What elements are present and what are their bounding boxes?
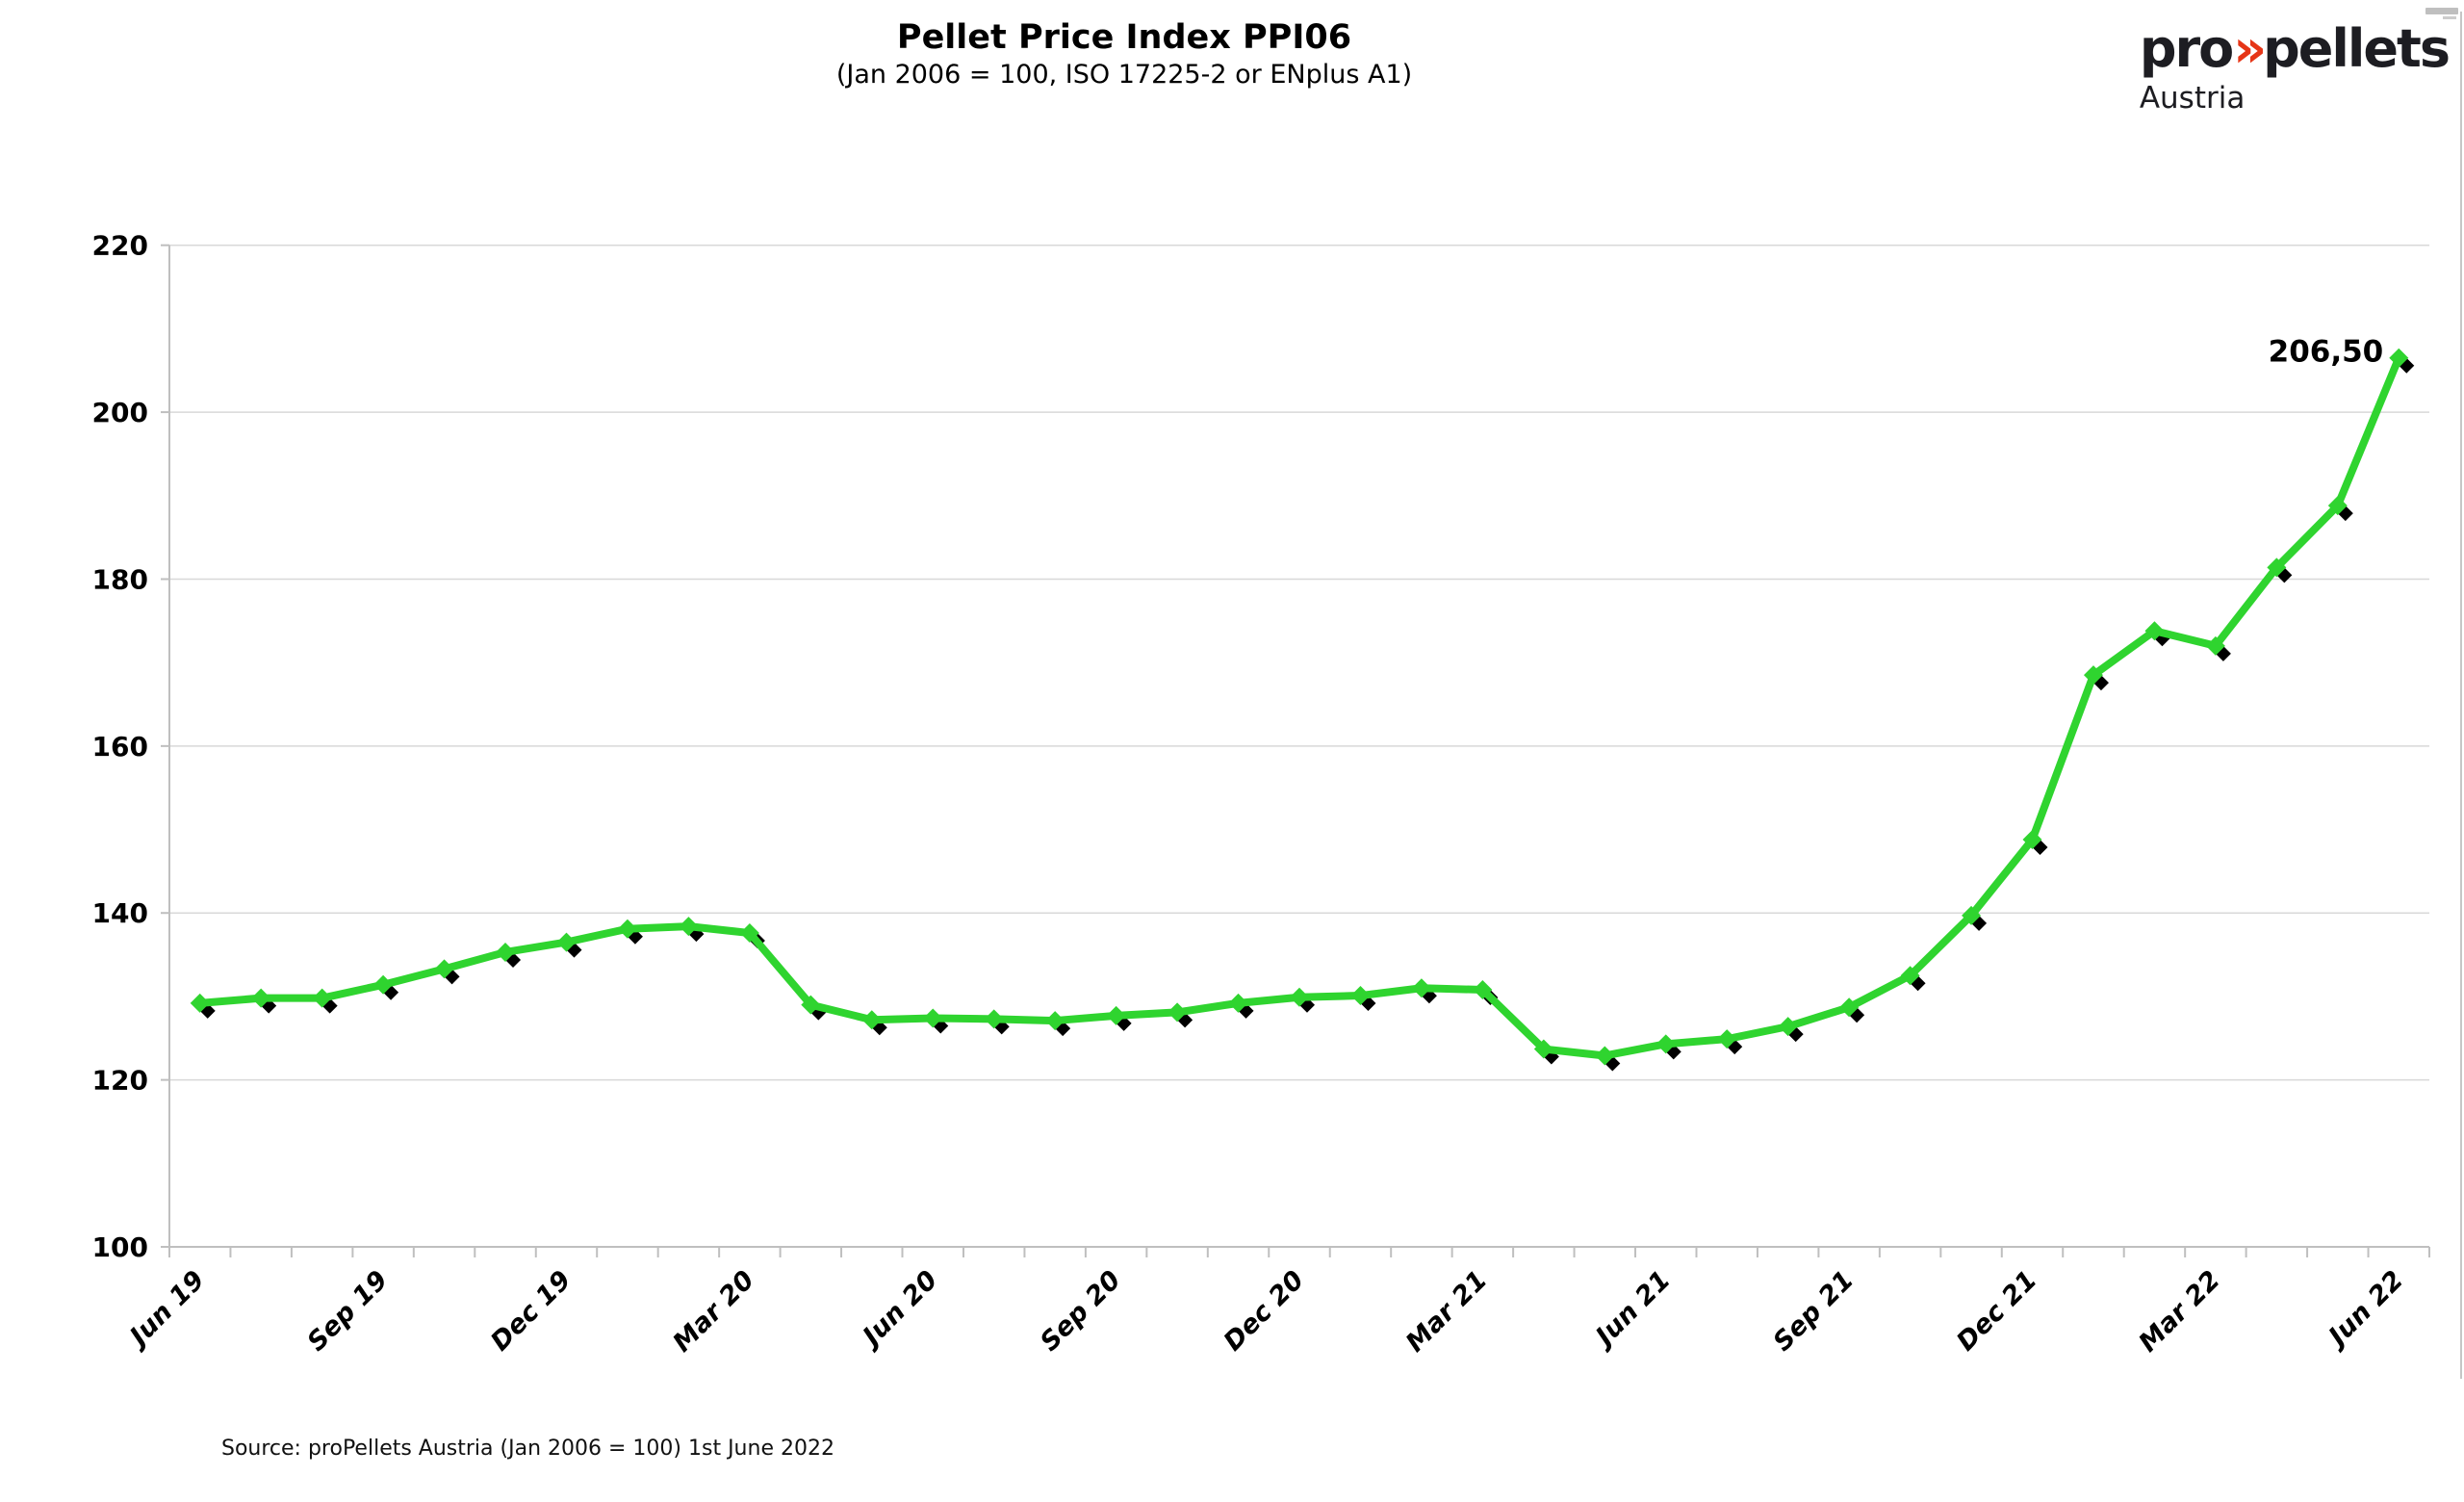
x-tick-label: Sep 21 bbox=[1768, 1265, 1861, 1358]
data-point-marker bbox=[1778, 1017, 1798, 1037]
y-tick-label: 220 bbox=[92, 230, 148, 262]
y-tick-label: 160 bbox=[92, 731, 148, 763]
data-point-marker bbox=[679, 917, 699, 937]
data-point-marker bbox=[312, 988, 332, 1008]
data-point-marker bbox=[617, 919, 637, 939]
data-point-marker bbox=[556, 932, 577, 952]
x-tick-label: Jun 21 bbox=[1587, 1265, 1677, 1355]
logo-wordmark: pro»pellets bbox=[2139, 12, 2451, 87]
chart-header: Pellet Price Index PPI06 (Jan 2006 = 100… bbox=[0, 17, 2248, 92]
series-line bbox=[195, 353, 2403, 1060]
data-point-marker bbox=[2205, 635, 2225, 656]
x-tick-label: Mar 21 bbox=[1400, 1265, 1493, 1358]
data-point-marker bbox=[2083, 665, 2103, 686]
x-tick-label: Jun 20 bbox=[854, 1265, 943, 1355]
logo-chevrons-icon: » bbox=[2233, 18, 2267, 79]
data-point-marker bbox=[801, 995, 821, 1015]
logo-country-label: Austria bbox=[2139, 81, 2246, 116]
data-point-marker bbox=[2267, 557, 2287, 578]
x-tick-label: Dec 19 bbox=[485, 1265, 577, 1357]
x-tick-label: Sep 20 bbox=[1035, 1265, 1127, 1358]
data-point-marker bbox=[1900, 966, 1920, 986]
y-tick-label: 180 bbox=[92, 563, 148, 595]
frame-border-line bbox=[2460, 12, 2462, 1379]
data-point-marker bbox=[1656, 1034, 1676, 1054]
data-point-marker bbox=[496, 942, 516, 962]
data-point-marker bbox=[861, 1010, 882, 1030]
source-note: Source: proPellets Austria (Jan 2006 = 1… bbox=[221, 1437, 834, 1461]
data-point-marker bbox=[2327, 496, 2348, 516]
x-tick-label: Mar 20 bbox=[667, 1265, 759, 1358]
data-point-marker bbox=[739, 923, 759, 944]
data-point-marker bbox=[1717, 1029, 1737, 1049]
data-point-marker bbox=[1473, 979, 1493, 999]
y-tick-label: 200 bbox=[92, 397, 148, 428]
data-point-marker bbox=[190, 993, 210, 1013]
data-point-marker bbox=[251, 988, 271, 1008]
x-tick-label: Sep 19 bbox=[302, 1265, 395, 1358]
data-point-marker bbox=[1168, 1002, 1188, 1023]
corner-artifact-mark bbox=[2426, 8, 2458, 14]
data-point-marker bbox=[1290, 987, 1309, 1007]
data-point-marker bbox=[1962, 905, 1982, 925]
data-point-marker bbox=[434, 959, 454, 979]
data-point-marker bbox=[1106, 1005, 1126, 1025]
x-tick-label: Mar 22 bbox=[2133, 1265, 2225, 1358]
corner-artifact-mark bbox=[2443, 16, 2456, 19]
x-tick-label: Dec 20 bbox=[1219, 1265, 1310, 1357]
logo-text-pro: pro bbox=[2139, 18, 2234, 79]
data-point-marker bbox=[984, 1009, 1004, 1029]
chart-title: Pellet Price Index PPI06 bbox=[896, 18, 1352, 57]
data-point-marker bbox=[1045, 1011, 1065, 1031]
propellets-logo: pro»pellets Austria bbox=[2139, 12, 2451, 116]
data-point-marker bbox=[2022, 829, 2042, 849]
y-tick-label: 100 bbox=[92, 1231, 148, 1263]
x-tick-label: Dec 21 bbox=[1951, 1265, 2042, 1357]
data-point-marker bbox=[2144, 621, 2165, 641]
data-point-marker bbox=[1595, 1046, 1615, 1066]
chart-subtitle: (Jan 2006 = 100, ISO 17225-2 or ENplus A… bbox=[835, 60, 1413, 90]
data-point-marker bbox=[1228, 993, 1248, 1013]
y-tick-label: 120 bbox=[92, 1065, 148, 1097]
data-point-marker bbox=[1839, 997, 1860, 1018]
logo-text-pellets: pellets bbox=[2263, 18, 2451, 79]
data-point-marker bbox=[373, 974, 394, 995]
data-point-marker bbox=[2389, 348, 2409, 368]
data-point-marker bbox=[1533, 1039, 1553, 1059]
data-point-marker bbox=[1411, 978, 1431, 998]
x-tick-label: Jun 19 bbox=[121, 1265, 211, 1355]
last-value-label: 206,50 bbox=[2269, 335, 2384, 370]
data-point-marker bbox=[1350, 986, 1371, 1006]
x-tick-label: Jun 22 bbox=[2320, 1265, 2409, 1355]
data-point-marker bbox=[923, 1008, 943, 1028]
y-tick-label: 140 bbox=[92, 897, 148, 929]
corner-artifact bbox=[2426, 8, 2458, 19]
